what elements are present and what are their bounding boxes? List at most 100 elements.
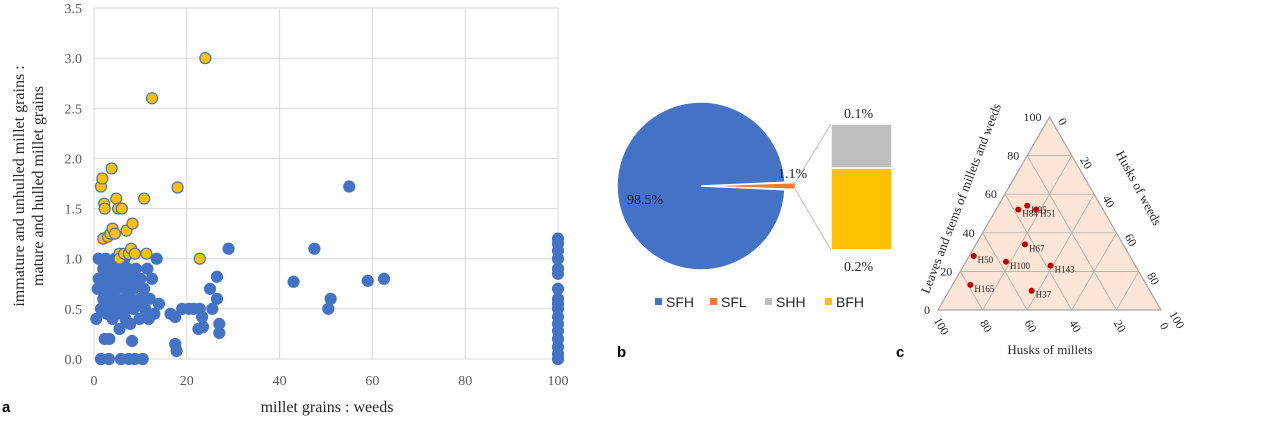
- blue-point: [125, 334, 139, 348]
- slice-label-bfh: 0.2%: [844, 260, 874, 275]
- ternary-point: [1033, 206, 1040, 213]
- blue-point: [343, 180, 356, 193]
- legend-label: BFH: [836, 294, 864, 310]
- ternary-left-tick: 60: [985, 187, 997, 201]
- ternary-point: [1021, 241, 1028, 248]
- ternary-gridline: [1116, 271, 1140, 311]
- ternary-bottom-tick: 60: [1022, 317, 1040, 334]
- ternary-bottom-axis-title: Husks of millets: [1007, 342, 1092, 357]
- x-axis-title: millet grains : weeds: [261, 399, 394, 416]
- yellow-point: [126, 217, 139, 230]
- blue-point: [169, 310, 182, 323]
- slice-sfl: [710, 182, 796, 190]
- slice-label-shh: 0.1%: [844, 107, 874, 122]
- ternary-point-label: H165: [974, 284, 994, 294]
- yellow-point: [145, 92, 159, 105]
- blue-point: [102, 352, 115, 366]
- legend-label: SFH: [666, 294, 694, 310]
- ternary-gridline: [1026, 194, 1095, 311]
- ternary-point-label: H95: [1031, 205, 1047, 215]
- y-tick-label: 2.0: [65, 152, 83, 167]
- ternary-left-tick: 0: [924, 303, 930, 317]
- ternary-point-label: H143: [1055, 265, 1075, 275]
- blue-point: [377, 272, 391, 285]
- legend-swatch: [765, 298, 772, 305]
- blue-point: [551, 232, 565, 245]
- ternary-plot: 000202020404040606060808080100100100H95H…: [924, 110, 1188, 337]
- blue-point: [322, 302, 335, 315]
- yellow-point: [171, 181, 184, 194]
- bar-bfh: [830, 167, 893, 251]
- yellow-point: [140, 247, 153, 260]
- blue-point: [138, 282, 151, 295]
- bar-of-pie: [794, 123, 893, 251]
- blue-point: [170, 344, 183, 358]
- yellow-point: [199, 52, 212, 65]
- y-tick-label: 1.5: [65, 203, 83, 218]
- tick-labels: 0 20 40 60 80 100 0.0 0.5 1.0 1.5 2.0 2.5 3.0 3.5: [65, 2, 569, 389]
- pie-chart-b: 98.5% 1.1% 0.1% 0.2% SFH SFL SHH BFH b: [616, 101, 893, 361]
- yellow-point: [193, 252, 206, 265]
- ternary-point: [1028, 287, 1035, 294]
- ternary-point: [1047, 262, 1054, 269]
- ternary-bottom-tick: 0: [1157, 320, 1172, 332]
- yellow-point: [128, 247, 141, 260]
- ternary-bottom-tick: 100: [931, 315, 952, 338]
- ternary-left-tick: 20: [940, 264, 952, 278]
- blue-point: [551, 292, 565, 305]
- yellow-point: [115, 202, 128, 215]
- ternary-right-tick: 100: [1166, 309, 1187, 332]
- legend-label: SHH: [776, 294, 806, 310]
- ternary-bottom-tick: 40: [1066, 317, 1084, 334]
- ternary-left-tick: 40: [963, 226, 975, 240]
- y-tick-label: 3.0: [65, 52, 83, 67]
- y-tick-label: 2.5: [65, 102, 83, 117]
- blue-point: [150, 252, 163, 265]
- ternary-triangle: [936, 115, 1163, 311]
- ternary-point: [1015, 206, 1022, 213]
- ternary-left-tick: 100: [1024, 110, 1042, 124]
- blue-point: [210, 270, 224, 283]
- ternary-point-label: H37: [1036, 290, 1052, 300]
- y-axis-title-line1: immature and unhulled millet grains :: [11, 65, 28, 306]
- x-tick-label: 60: [365, 374, 379, 389]
- x-tick-label: 100: [548, 374, 569, 389]
- yellow-point: [108, 227, 121, 240]
- legend-swatch: [710, 298, 717, 305]
- blue-point: [90, 312, 103, 325]
- yellow-point: [96, 172, 109, 185]
- blue-point: [134, 272, 147, 285]
- data-points: [90, 52, 565, 366]
- ternary-point: [970, 252, 977, 259]
- slice-label-sfh: 98.5%: [627, 193, 664, 208]
- blue-point: [203, 282, 217, 295]
- x-tick-label: 80: [458, 374, 472, 389]
- blue-point: [103, 332, 116, 346]
- blue-point: [129, 262, 142, 275]
- blue-point: [324, 292, 337, 305]
- ternary-left-tick: 80: [1007, 149, 1019, 163]
- blue-point: [222, 242, 235, 255]
- ternary-chart-c: 000202020404040606060808080100100100H95H…: [896, 101, 1188, 361]
- legend-label: SFL: [721, 294, 747, 310]
- y-tick-label: 0.5: [65, 303, 83, 318]
- ternary-gridline: [1071, 232, 1117, 311]
- ternary-point: [1024, 202, 1031, 209]
- ternary-gridline: [982, 232, 1028, 311]
- yellow-point: [110, 192, 123, 205]
- ternary-point-label: H67: [1029, 243, 1045, 253]
- ternary-right-axis-title: Husks of weeds: [1113, 148, 1165, 228]
- y-tick-label: 3.5: [65, 2, 83, 17]
- grid: [93, 7, 559, 360]
- ternary-point: [967, 281, 974, 288]
- blue-point: [136, 352, 149, 366]
- yellow-point: [98, 202, 111, 215]
- blue-point: [145, 272, 159, 285]
- ternary-bottom-tick: 20: [1111, 317, 1129, 334]
- blue-point: [361, 274, 374, 287]
- blue-point: [551, 282, 565, 295]
- blue-point: [206, 302, 219, 315]
- ternary-gridline: [1004, 194, 1073, 311]
- y-tick-label: 0.0: [65, 353, 83, 368]
